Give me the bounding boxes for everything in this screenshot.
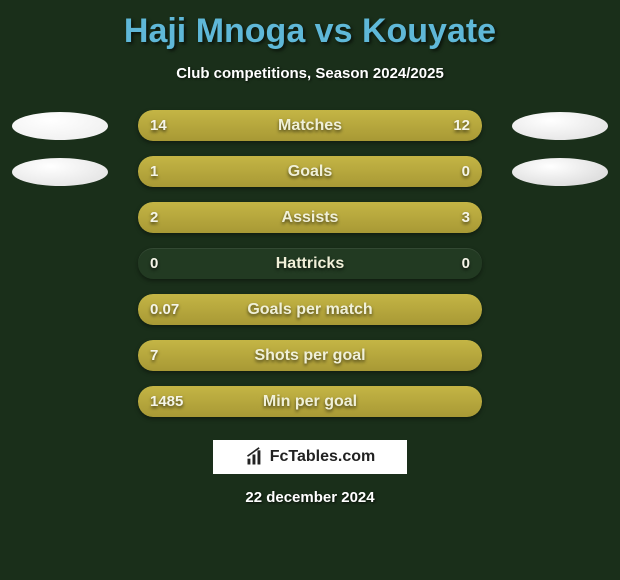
comparison-subtitle: Club competitions, Season 2024/2025 — [0, 65, 620, 82]
stat-row: Assists23 — [0, 202, 620, 233]
stat-fill-left — [138, 294, 482, 325]
stat-value-right: 0 — [462, 248, 470, 279]
stat-bar: Matches1412 — [138, 110, 482, 141]
stat-row: Goals10 — [0, 156, 620, 187]
stat-row: Goals per match0.07 — [0, 294, 620, 325]
stat-bar: Min per goal1485 — [138, 386, 482, 417]
brand-label: FcTables.com — [270, 448, 376, 466]
stat-fill-right — [399, 110, 482, 141]
team-logo-left — [12, 112, 108, 140]
chart-icon — [245, 447, 265, 467]
stat-value-left: 0 — [150, 248, 158, 279]
comparison-title: Haji Mnoga vs Kouyate — [0, 0, 620, 51]
stat-bar: Hattricks0 0 — [138, 248, 482, 279]
stat-fill-right — [399, 156, 482, 187]
stat-fill-left — [138, 340, 482, 371]
stat-bar: Assists23 — [138, 202, 482, 233]
stat-bar: Goals per match0.07 — [138, 294, 482, 325]
update-date: 22 december 2024 — [0, 489, 620, 506]
team-logo-right — [512, 158, 608, 186]
stat-fill-left — [138, 202, 276, 233]
stat-bar: Shots per goal7 — [138, 340, 482, 371]
stat-row: Matches1412 — [0, 110, 620, 141]
stat-row: Hattricks0 0 — [0, 248, 620, 279]
stat-row: Shots per goal7 — [0, 340, 620, 371]
brand-badge[interactable]: FcTables.com — [212, 439, 408, 475]
stat-fill-left — [138, 156, 399, 187]
team-logo-left — [12, 158, 108, 186]
stats-container: Matches1412 Goals10 Assists23 Hattricks0 0 Go… — [0, 110, 620, 417]
stat-fill-left — [138, 110, 399, 141]
team-logo-right — [512, 112, 608, 140]
stat-row: Min per goal1485 — [0, 386, 620, 417]
stat-label: Hattricks — [138, 248, 482, 279]
stat-bar: Goals10 — [138, 156, 482, 187]
stat-fill-left — [138, 386, 482, 417]
stat-fill-right — [276, 202, 482, 233]
